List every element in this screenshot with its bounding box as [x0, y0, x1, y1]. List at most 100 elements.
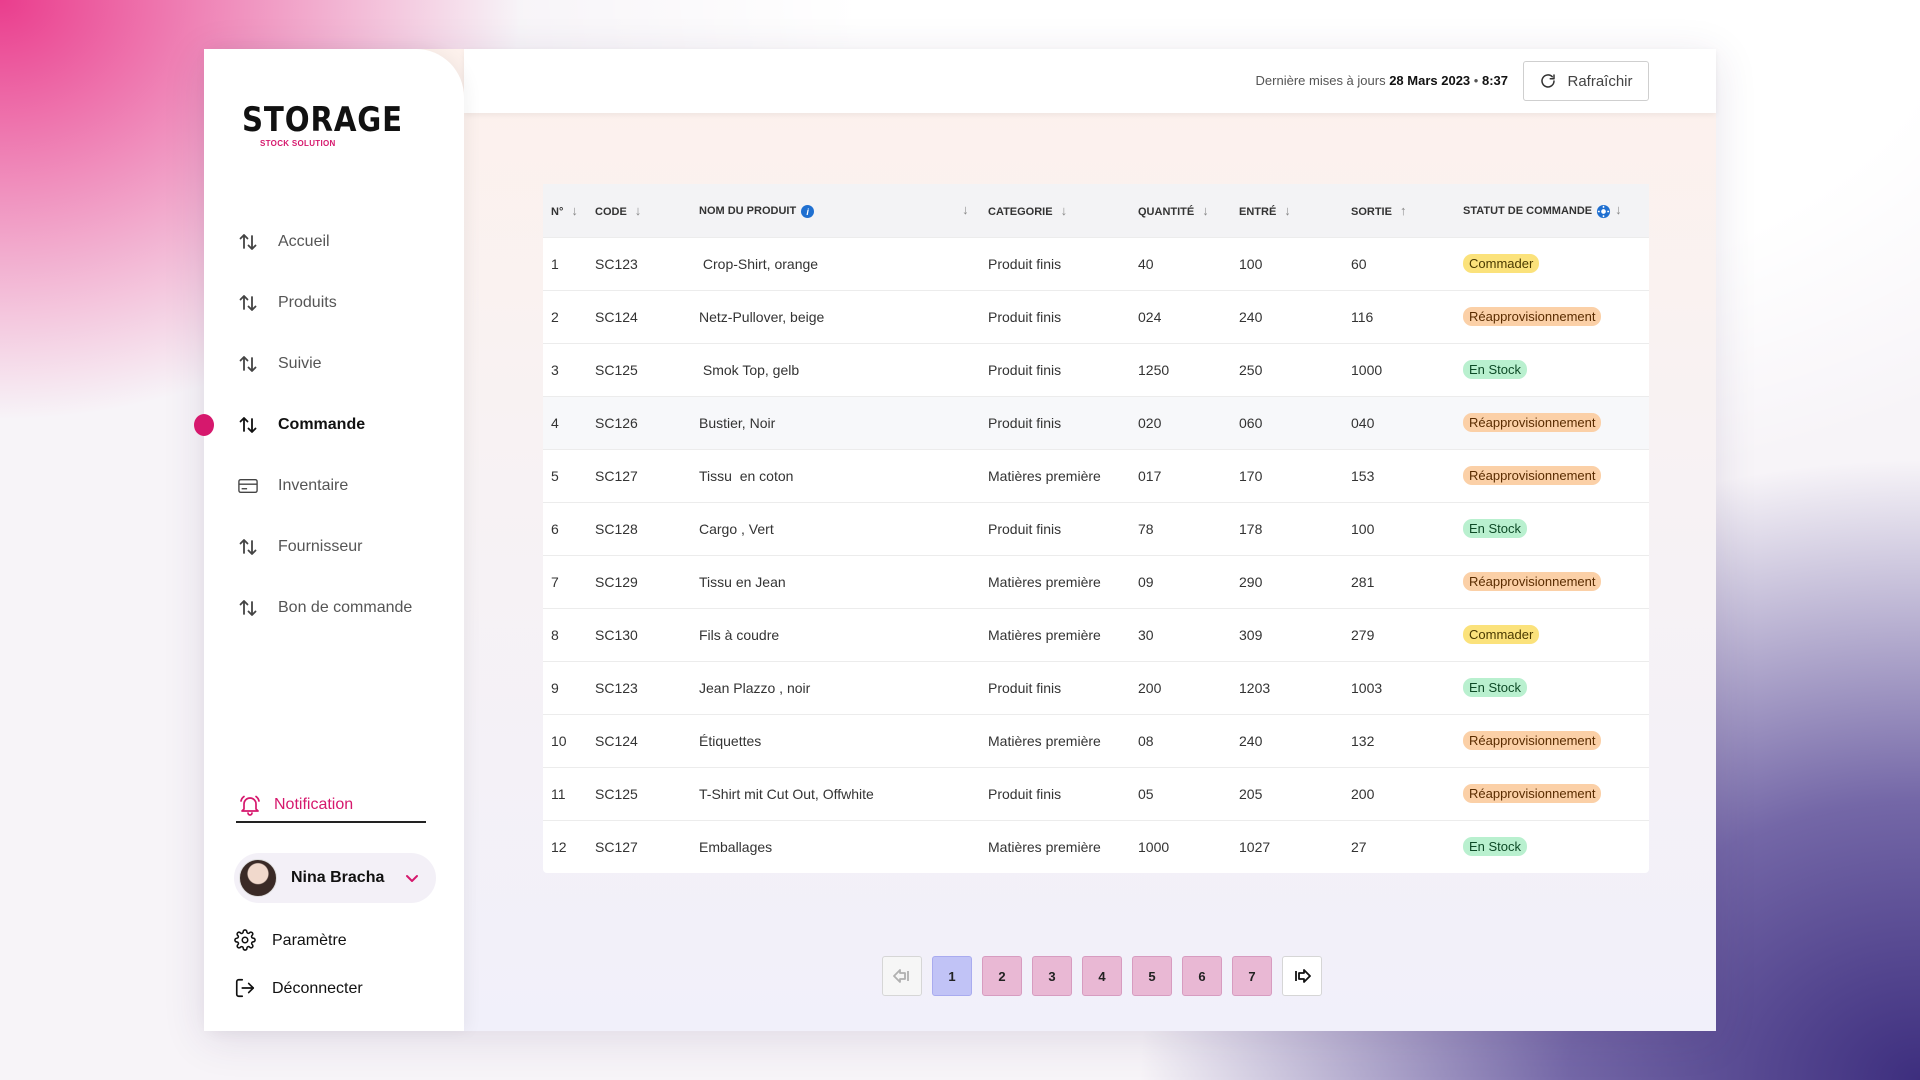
- quantity-out: 132: [1343, 713, 1455, 767]
- status-cell: Commader: [1455, 607, 1649, 661]
- table-row[interactable]: 2 SC124 Netz-Pullover, beige Produit finis 0…: [543, 289, 1649, 343]
- col-quantity[interactable]: QUANTITÉ ↓: [1138, 202, 1209, 218]
- table-row[interactable]: 10 SC124 Étiquettes Matières première 08 240 1…: [543, 713, 1649, 767]
- sidebar-item-suivie[interactable]: Suivie: [204, 333, 464, 394]
- sort-down-icon[interactable]: ↓: [962, 202, 969, 218]
- sidebar-item-produits[interactable]: Produits: [204, 272, 464, 333]
- notification-link[interactable]: Notification: [236, 789, 426, 823]
- col-out[interactable]: SORTIE ↑: [1351, 202, 1407, 218]
- product-category: Matières première: [980, 713, 1130, 767]
- sidebar-item-accueil[interactable]: Accueil: [204, 211, 464, 272]
- sidebar-item-bon-de-commande[interactable]: Bon de commande: [204, 577, 464, 638]
- table-row[interactable]: 7 SC129 Tissu en Jean Matières première 09 29…: [543, 554, 1649, 608]
- quantity-in: 240: [1231, 289, 1343, 343]
- status-badge: En Stock: [1463, 360, 1528, 379]
- product-category: Produit finis: [980, 342, 1130, 396]
- quantity-out: 27: [1343, 819, 1455, 873]
- page-button-2[interactable]: 2: [982, 956, 1022, 996]
- settings-gear-icon[interactable]: [1596, 204, 1611, 219]
- status-badge: En Stock: [1463, 519, 1528, 538]
- table-row[interactable]: 12 SC127 Emballages Matières première 1000 10…: [543, 819, 1649, 873]
- sort-down-icon[interactable]: ↓: [1060, 202, 1068, 218]
- quantity-in: 170: [1231, 448, 1343, 502]
- page-button-5[interactable]: 5: [1132, 956, 1172, 996]
- active-indicator: [194, 413, 214, 436]
- user-menu[interactable]: Nina Bracha: [234, 853, 436, 903]
- table-row[interactable]: 3 SC125 Smok Top, gelb Produit finis 1250 25…: [543, 342, 1649, 396]
- table-row[interactable]: 4 SC126 Bustier, Noir Produit finis 020 060 04…: [543, 395, 1649, 449]
- status-badge: Commader: [1463, 625, 1540, 644]
- product-code: SC125: [587, 342, 691, 396]
- info-icon[interactable]: i: [801, 205, 815, 219]
- arrow-right-icon: [1293, 968, 1311, 984]
- gear-icon: [234, 929, 258, 953]
- last-update-time: 8:37: [1481, 73, 1508, 88]
- sidebar: STORAGE STOCK SOLUTION Accueil Produits Su…: [194, 49, 464, 1031]
- page-button-7[interactable]: 7: [1232, 956, 1272, 996]
- status-badge: Réapprovisionnement: [1463, 731, 1602, 750]
- status-cell: Réapprovisionnement: [1455, 289, 1649, 343]
- sidebar-item-label: Suivie: [278, 354, 322, 372]
- product-name: T-Shirt mit Cut Out, Offwhite: [691, 766, 980, 820]
- product-category: Matières première: [980, 554, 1130, 608]
- brand-logo[interactable]: STORAGE STOCK SOLUTION: [242, 103, 402, 148]
- product-name: Étiquettes: [691, 713, 980, 767]
- page-button-1[interactable]: 1: [932, 956, 972, 996]
- product-code: SC127: [587, 819, 691, 873]
- quantity-in: 240: [1231, 713, 1343, 767]
- card-icon: [238, 476, 258, 496]
- quantity-in: 205: [1231, 766, 1343, 820]
- sort-down-icon[interactable]: ↓: [1615, 201, 1622, 217]
- sort-down-icon[interactable]: ↓: [571, 202, 578, 218]
- table-row[interactable]: 11 SC125 T-Shirt mit Cut Out, Offwhite Prod…: [543, 766, 1649, 820]
- last-update: Dernière mises à jours 28 Mars 2023 • 8:…: [1256, 73, 1508, 88]
- sidebar-item-inventaire[interactable]: Inventaire: [204, 455, 464, 516]
- refresh-button[interactable]: Rafraîchir: [1523, 61, 1649, 101]
- table-row[interactable]: 6 SC128 Cargo , Vert Produit finis 78 178 100 E…: [543, 501, 1649, 555]
- table-row[interactable]: 5 SC127 Tissu en coton Matières première 017…: [543, 448, 1649, 502]
- sort-up-icon[interactable]: ↑: [1399, 202, 1407, 218]
- last-update-prefix: Dernière mises à jours: [1255, 73, 1386, 88]
- row-number: 3: [543, 342, 587, 396]
- next-page-button[interactable]: [1282, 956, 1322, 996]
- page-button-4[interactable]: 4: [1082, 956, 1122, 996]
- sidebar-item-fournisseur[interactable]: Fournisseur: [204, 516, 464, 577]
- settings-link[interactable]: Paramètre: [234, 929, 347, 953]
- product-name: Tissu en coton: [691, 448, 980, 502]
- quantity: 05: [1130, 766, 1231, 820]
- col-number[interactable]: N° ↓: [551, 202, 578, 218]
- quantity-out: 153: [1343, 448, 1455, 502]
- quantity-in: 060: [1231, 395, 1343, 449]
- sort-arrows-icon: [238, 232, 258, 252]
- product-code: SC130: [587, 607, 691, 661]
- page-button-3[interactable]: 3: [1032, 956, 1072, 996]
- quantity-in: 1203: [1231, 660, 1343, 714]
- col-category[interactable]: CATEGORIE ↓: [988, 202, 1068, 218]
- status-cell: Réapprovisionnement: [1455, 713, 1649, 767]
- refresh-label: Rafraîchir: [1567, 72, 1633, 90]
- status-cell: Commader: [1455, 236, 1649, 290]
- col-code[interactable]: CODE ↓: [595, 202, 642, 218]
- sidebar-item-commande[interactable]: Commande: [194, 394, 464, 455]
- table-row[interactable]: 9 SC123 Jean Plazzo , noir Produit finis 200…: [543, 660, 1649, 714]
- product-category: Produit finis: [980, 289, 1130, 343]
- table-row[interactable]: 1 SC123 Crop-Shirt, orange Produit finis 40…: [543, 236, 1649, 290]
- col-product-name[interactable]: NOM DU PRODUIT i ↓: [699, 202, 969, 219]
- table-header: N° ↓ CODE ↓ NOM DU PRODUIT i ↓ CATEGORIE ↓ QU…: [543, 184, 1649, 237]
- sort-down-icon[interactable]: ↓: [1202, 202, 1209, 218]
- status-badge: Réapprovisionnement: [1463, 572, 1602, 591]
- arrow-left-icon: [893, 968, 911, 984]
- sort-down-icon[interactable]: ↓: [1284, 202, 1291, 218]
- sort-down-icon[interactable]: ↓: [634, 202, 642, 218]
- row-number: 7: [543, 554, 587, 608]
- col-in[interactable]: ENTRÉ ↓: [1239, 202, 1291, 218]
- product-category: Produit finis: [980, 660, 1130, 714]
- status-cell: Réapprovisionnement: [1455, 766, 1649, 820]
- previous-page-button[interactable]: [882, 956, 922, 996]
- chevron-down-icon[interactable]: [404, 870, 420, 886]
- page-button-6[interactable]: 6: [1182, 956, 1222, 996]
- table-row[interactable]: 8 SC130 Fils à coudre Matières première 30 30…: [543, 607, 1649, 661]
- quantity-out: 1003: [1343, 660, 1455, 714]
- logout-link[interactable]: Déconnecter: [234, 977, 363, 1001]
- col-status[interactable]: STATUT DE COMMANDE ↓: [1463, 201, 1622, 219]
